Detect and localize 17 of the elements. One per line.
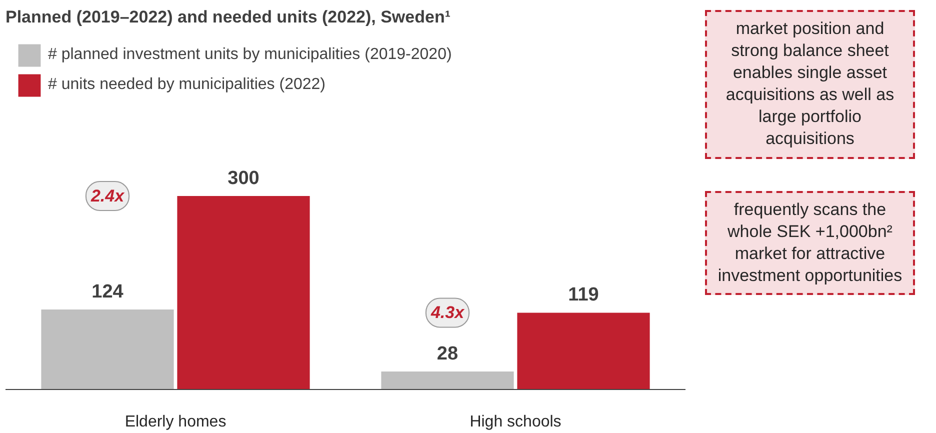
text: frequently scans the whole SEK +1,000bn² market for attractive investment opportunities	[716, 198, 904, 287]
data-label: 119	[568, 284, 599, 306]
data-label: 300	[228, 168, 260, 189]
annotation: 4.3x	[430, 303, 466, 322]
bar	[177, 196, 310, 390]
bar	[41, 310, 174, 390]
chart-title: Planned (2019–2022) and needed units (2022), Sweden¹	[6, 8, 451, 26]
text: market position and strong balance sheet enables single asset acquisitions as well as large portfolio acquisitions	[724, 18, 896, 150]
bar	[517, 312, 650, 390]
legend-label: # planned investment units by municipalities (2019-2020)	[48, 46, 452, 64]
x-tick-label: Elderly homes	[124, 414, 226, 430]
x-tick-label: High schools	[470, 414, 562, 430]
annotation: 2.4x	[90, 186, 126, 206]
data-label: 124	[92, 282, 124, 303]
data-label: 28	[436, 343, 458, 364]
legend-label: # units needed by municipalities (2022)	[48, 76, 326, 94]
bar	[381, 371, 514, 390]
